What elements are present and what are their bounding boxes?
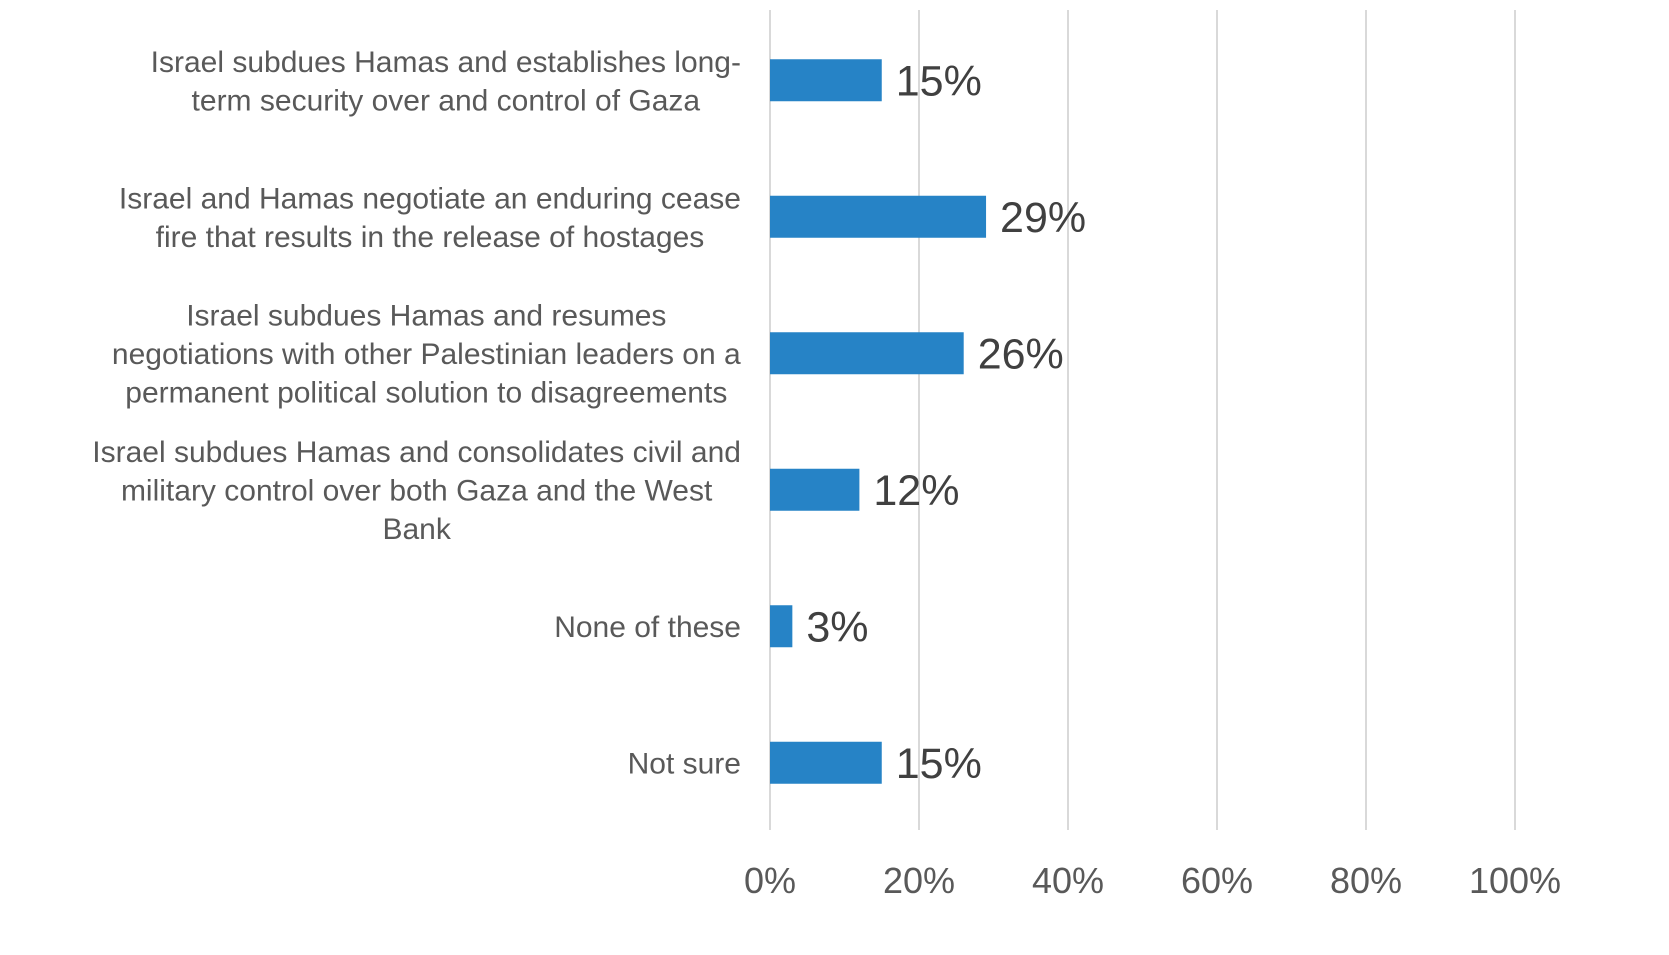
category-label-line: fire that results in the release of host… <box>156 221 705 254</box>
x-tick-label: 100% <box>1469 860 1561 901</box>
bar <box>770 332 964 375</box>
x-tick-label: 20% <box>883 860 955 901</box>
bar <box>770 741 882 784</box>
x-axis-tick-labels: 0% 20% 40% 60% 80% 100% <box>744 860 1561 901</box>
x-tick-label: 80% <box>1330 860 1402 901</box>
category-label: Israel and Hamas negotiate an enduring c… <box>119 182 741 254</box>
data-label: 26% <box>978 331 1064 379</box>
data-label: 29% <box>1000 194 1086 242</box>
value-labels: 15% 29% 26% 12% 3% 15% <box>806 58 1086 788</box>
category-label-line: Israel and Hamas negotiate an enduring c… <box>119 182 741 215</box>
bar <box>770 59 882 102</box>
x-tick-label: 60% <box>1181 860 1253 901</box>
data-label: 15% <box>896 58 982 106</box>
category-label: None of these <box>554 611 741 644</box>
category-label: Israel subdues Hamas and resumes negotiat… <box>112 300 741 410</box>
category-label-line: permanent political solution to disagree… <box>125 377 727 410</box>
category-label-line: Israel subdues Hamas and resumes <box>186 300 666 333</box>
category-label: Not sure <box>628 748 741 781</box>
x-tick-label: 40% <box>1032 860 1104 901</box>
bar <box>770 195 987 238</box>
x-tick-label: 0% <box>744 860 796 901</box>
category-label-line: Israel subdues Hamas and establishes lon… <box>151 46 741 79</box>
data-label: 15% <box>896 740 982 788</box>
category-label-line: Not sure <box>628 748 741 781</box>
data-label: 12% <box>873 467 959 515</box>
category-label-line: Israel subdues Hamas and consolidates ci… <box>92 436 741 469</box>
category-label: Israel subdues Hamas and establishes lon… <box>151 46 741 118</box>
category-label-line: military control over both Gaza and the … <box>121 475 713 508</box>
category-label: Israel subdues Hamas and consolidates ci… <box>92 436 741 546</box>
data-label: 3% <box>806 604 868 652</box>
category-labels: Israel subdues Hamas and establishes lon… <box>92 46 741 781</box>
grid-lines <box>769 10 1516 830</box>
bar <box>770 468 860 511</box>
category-label-line: negotiations with other Palestinian lead… <box>112 338 741 371</box>
bars <box>770 59 987 784</box>
category-label-line: None of these <box>554 611 741 644</box>
bar <box>770 605 793 648</box>
category-label-line: term security over and control of Gaza <box>192 84 701 117</box>
category-label-line: Bank <box>382 513 451 546</box>
